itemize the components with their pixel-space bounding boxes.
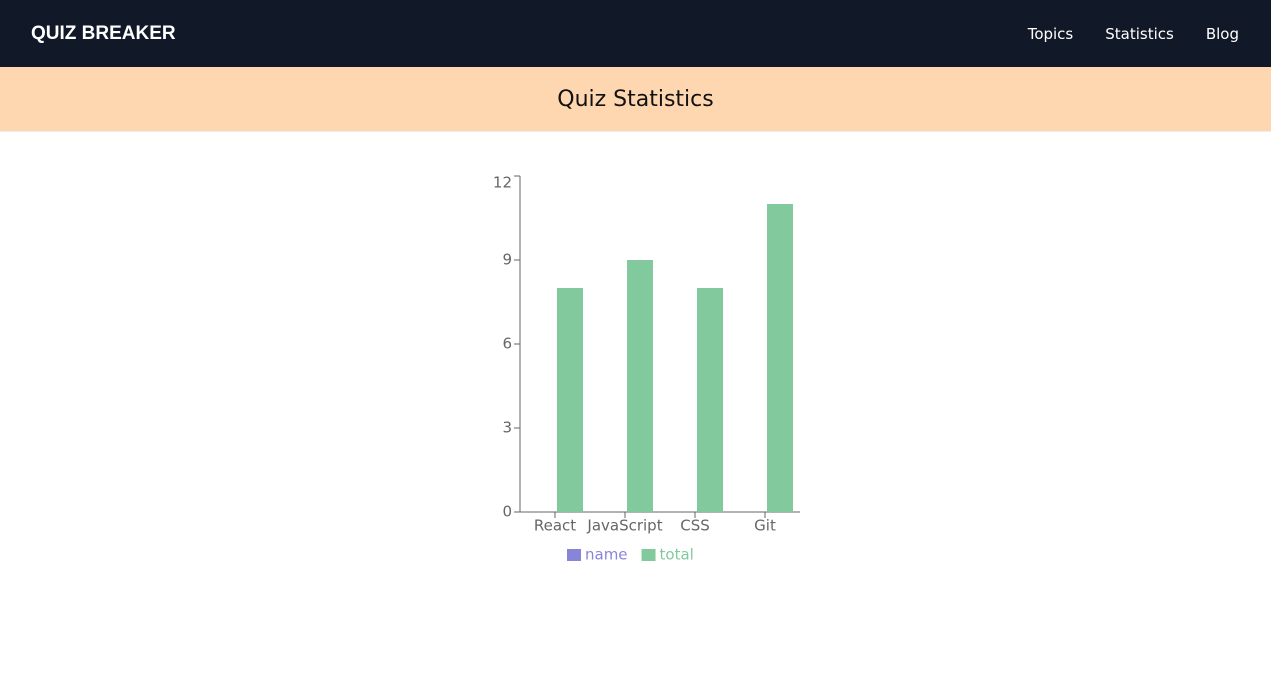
nav-link[interactable]: Topics [1027, 24, 1074, 43]
x-tick-label: React [534, 517, 576, 535]
y-tick-label: 9 [502, 251, 512, 269]
y-tick-label: 12 [493, 174, 512, 192]
legend-swatch [641, 549, 656, 561]
y-tick-label: 0 [502, 503, 512, 521]
bar [697, 288, 723, 512]
brand[interactable]: QUIZ BREAKER [31, 22, 176, 44]
x-tick-label: JavaScript [586, 517, 662, 535]
bar [557, 288, 583, 512]
x-tick-label: CSS [680, 517, 710, 535]
nav-link[interactable]: Blog [1205, 24, 1239, 43]
legend-swatch [567, 549, 581, 561]
navbar: QUIZ BREAKER Topics Statistics Blog [0, 0, 1271, 67]
y-tick-label: 6 [502, 335, 512, 353]
x-tick-label: Git [754, 517, 776, 535]
page-title: Quiz Statistics [557, 86, 714, 112]
bar [627, 260, 653, 512]
legend-label: name [585, 546, 628, 564]
nav-link[interactable]: Statistics [1105, 24, 1174, 43]
bar [767, 204, 793, 512]
nav-links: Topics Statistics Blog [1028, 25, 1239, 43]
page-header: Quiz Statistics [0, 67, 1271, 132]
legend-label: total [660, 546, 694, 564]
y-tick-label: 3 [502, 419, 512, 437]
chart: 0 3 6 9 12 React JavaScript CSS Git name total [493, 174, 800, 564]
